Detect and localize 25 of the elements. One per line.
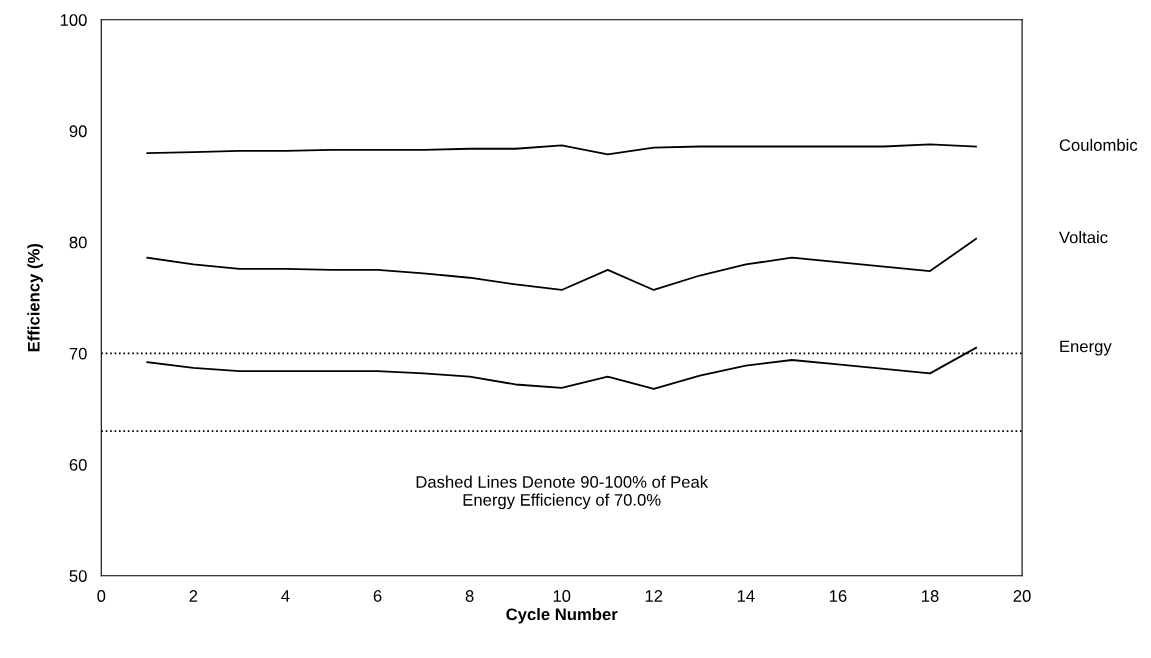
y-tick-label: 70 [69, 347, 87, 360]
text: Coulombic [1059, 138, 1138, 151]
x-tick-label: 4 [281, 590, 290, 602]
x-tick-label: 14 [737, 590, 755, 602]
x-tick-label: 2 [189, 590, 198, 602]
y-tick-label: 100 [60, 14, 87, 26]
y-tick-label: 90 [69, 125, 87, 138]
x-tick-label: 16 [829, 590, 847, 602]
y-axis-title: Efficiency (%) [27, 243, 43, 352]
annotation: Dashed Lines Denote 90-100% of Peak Energy Efficiency of 70.0% [416, 475, 709, 510]
x-axis-title: Cycle Number [506, 607, 618, 624]
x-tick-label: 8 [465, 590, 474, 602]
y-tick-label: 80 [69, 236, 87, 249]
y-tick-label: 50 [69, 570, 87, 582]
line-series [146, 237, 977, 291]
x-tick-label: 12 [645, 590, 663, 602]
x-tick-label: 20 [1013, 590, 1031, 602]
text: Voltaic [1058, 231, 1108, 244]
text: Energy [1060, 340, 1112, 356]
x-tick-label: 0 [97, 590, 106, 602]
y-tick-label: 60 [69, 458, 87, 471]
x-tick-label: 18 [922, 590, 939, 602]
x-tick-label: 6 [373, 590, 382, 602]
x-tick-label: 10 [553, 590, 571, 602]
line-series [146, 143, 977, 156]
